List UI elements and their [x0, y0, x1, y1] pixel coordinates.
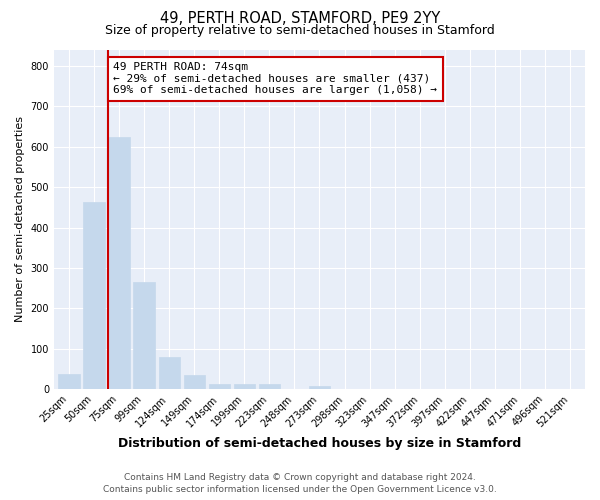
Bar	[83, 202, 104, 389]
Bar	[309, 386, 330, 389]
Text: Contains HM Land Registry data © Crown copyright and database right 2024.
Contai: Contains HM Land Registry data © Crown c…	[103, 472, 497, 494]
Bar	[184, 375, 205, 389]
Text: 49, PERTH ROAD, STAMFORD, PE9 2YY: 49, PERTH ROAD, STAMFORD, PE9 2YY	[160, 11, 440, 26]
Y-axis label: Number of semi-detached properties: Number of semi-detached properties	[15, 116, 25, 322]
Bar	[233, 384, 255, 389]
Bar	[133, 282, 155, 389]
X-axis label: Distribution of semi-detached houses by size in Stamford: Distribution of semi-detached houses by …	[118, 437, 521, 450]
Text: 49 PERTH ROAD: 74sqm
← 29% of semi-detached houses are smaller (437)
69% of semi: 49 PERTH ROAD: 74sqm ← 29% of semi-detac…	[113, 62, 437, 96]
Bar	[158, 356, 180, 389]
Bar	[58, 374, 80, 389]
Text: Size of property relative to semi-detached houses in Stamford: Size of property relative to semi-detach…	[105, 24, 495, 37]
Bar	[109, 136, 130, 389]
Bar	[259, 384, 280, 389]
Bar	[209, 384, 230, 389]
